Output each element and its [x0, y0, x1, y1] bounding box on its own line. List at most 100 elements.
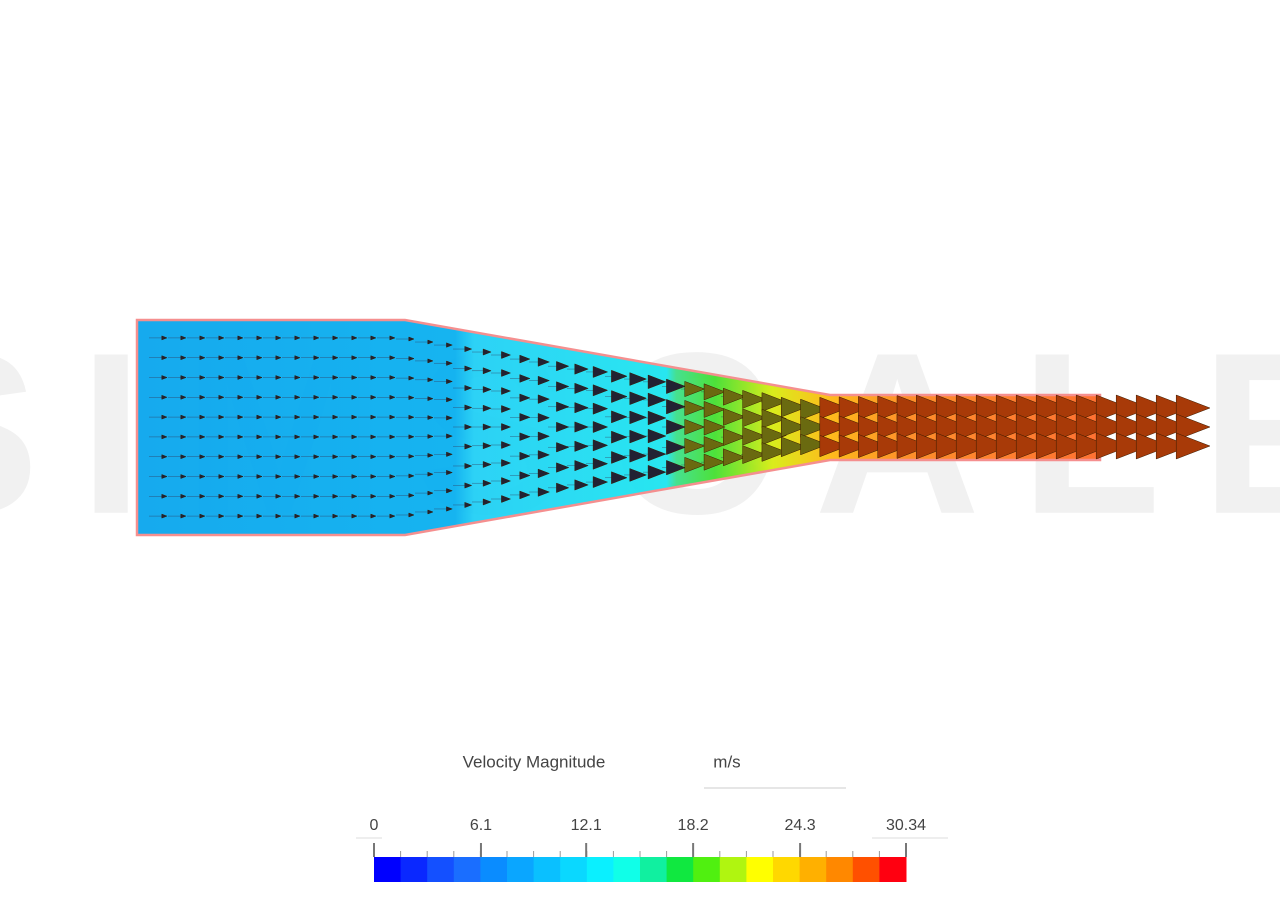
arrow-head [313, 394, 320, 400]
arrow-head [237, 394, 244, 400]
arrow-head [218, 394, 225, 400]
arrow-head [218, 434, 225, 440]
arrow-head [611, 430, 628, 444]
arrow-head [313, 335, 320, 341]
arrow-head [800, 433, 828, 456]
arrow-head [1035, 413, 1071, 441]
arrow-head [256, 434, 263, 440]
arrow-head [351, 454, 358, 460]
arrow-head [446, 451, 453, 457]
arrow-head [592, 366, 609, 378]
arrow-head [351, 355, 358, 361]
arrow-head [1075, 413, 1111, 441]
arrow-head [629, 410, 648, 425]
arrow-head [1175, 432, 1211, 460]
arrow-head [482, 386, 492, 393]
arrow-head [408, 395, 415, 401]
arrow-head [482, 367, 492, 375]
arrow-head [537, 468, 551, 479]
arrow-head [629, 449, 648, 463]
arrow-head [592, 421, 609, 433]
arrow-head [556, 361, 570, 372]
arrow-head [446, 415, 453, 421]
arrow-head [896, 433, 931, 459]
colorbar-segment [400, 857, 428, 882]
arrow-head [427, 415, 434, 420]
arrow-head [482, 348, 492, 356]
arrow-head [1115, 432, 1151, 460]
arrow-head [464, 443, 473, 450]
arrow-head [161, 454, 168, 460]
arrow-head [723, 448, 747, 467]
arrow-head [1055, 394, 1091, 422]
arrow-head [501, 405, 512, 413]
colorbar-tick-label: 0 [370, 817, 379, 834]
arrow-head [838, 396, 869, 420]
arrow-head [916, 413, 951, 441]
colorbar-tick-label: 12.1 [571, 817, 602, 834]
arrow-head [647, 464, 667, 480]
arrow-head [838, 434, 869, 458]
arrow-head [1055, 413, 1091, 441]
arrow-head [684, 456, 706, 473]
arrow-head [464, 501, 473, 508]
arrow-head [256, 355, 263, 361]
arrow-head [427, 490, 434, 496]
colorbar-segment [586, 857, 614, 882]
arrow-head [592, 457, 609, 470]
colorbar-segment [427, 857, 455, 882]
arrow-head [370, 493, 377, 499]
arrow-head [1015, 394, 1051, 422]
arrow-head [275, 394, 282, 400]
arrow-head [647, 410, 667, 426]
arrow-head [256, 335, 263, 341]
arrow-head [574, 363, 589, 375]
arrow-head [218, 493, 225, 499]
arrow-head [1155, 432, 1191, 460]
arrow-head [611, 471, 628, 485]
arrow-head [482, 423, 492, 431]
arrow-head [199, 414, 206, 420]
arrow-head [537, 431, 551, 441]
arrow-head [199, 454, 206, 460]
arrow-head [858, 434, 890, 458]
arrow-head [574, 479, 589, 491]
arrow-head [427, 434, 434, 439]
arrow-head [556, 482, 570, 493]
arrow-head [519, 413, 531, 422]
colorbar-segment [453, 857, 481, 882]
arrow-head [611, 451, 628, 464]
arrow-head [351, 474, 358, 479]
arrow-head [351, 335, 358, 341]
arrow-head [427, 471, 434, 477]
arrow-head [723, 387, 747, 406]
arrow-head [332, 375, 339, 380]
arrow-head [294, 493, 301, 499]
arrow-head [1155, 413, 1191, 441]
arrow-head [482, 461, 492, 468]
colorbar-segment [879, 857, 907, 882]
arrow-head [408, 434, 415, 440]
arrow-head [237, 474, 244, 479]
arrow-head [370, 513, 377, 519]
arrow-head [256, 474, 263, 479]
arrow-head [464, 482, 473, 489]
arrow-head [351, 434, 358, 440]
colorbar-segment [852, 857, 880, 882]
arrow-head [537, 375, 551, 386]
arrow-head [537, 450, 551, 460]
arrow-head [237, 493, 244, 499]
arrow-head [666, 399, 686, 415]
arrow-head [647, 446, 667, 462]
arrow-head [464, 462, 473, 469]
arrow-head [275, 493, 282, 499]
colorbar-segment [799, 857, 827, 882]
arrow-head [332, 394, 339, 400]
arrow-head [800, 398, 828, 421]
arrow-head [611, 410, 628, 424]
arrow-head [237, 434, 244, 440]
arrow-head [199, 375, 206, 380]
arrow-head [519, 490, 531, 500]
arrow-head [975, 413, 1011, 441]
arrow-head [742, 408, 767, 428]
